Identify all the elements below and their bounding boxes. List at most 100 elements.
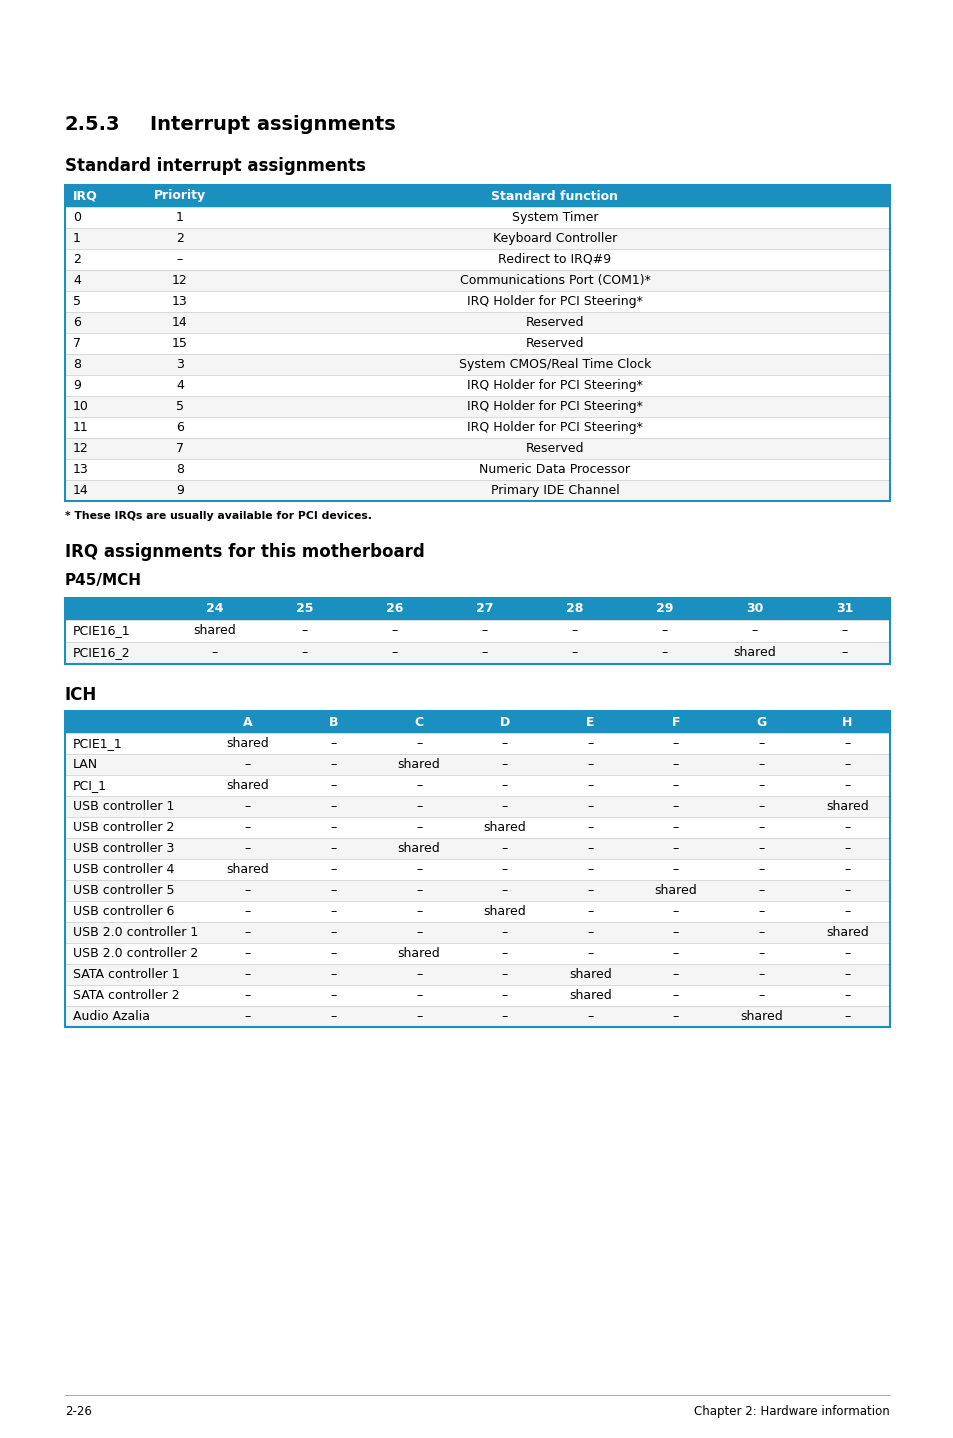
Text: –: – — [571, 624, 578, 637]
Text: SATA controller 1: SATA controller 1 — [73, 968, 179, 981]
Text: –: – — [301, 647, 308, 660]
Text: –: – — [758, 884, 764, 897]
Text: 9: 9 — [73, 380, 81, 393]
Text: 1: 1 — [73, 232, 81, 244]
Bar — [65, 290, 889, 312]
Text: 4: 4 — [73, 275, 81, 288]
Text: –: – — [392, 624, 397, 637]
Text: –: – — [841, 624, 847, 637]
Text: –: – — [244, 800, 251, 812]
Text: USB controller 6: USB controller 6 — [73, 905, 174, 917]
Text: System Timer: System Timer — [511, 211, 598, 224]
Text: 2: 2 — [73, 253, 81, 266]
Text: –: – — [416, 884, 422, 897]
Text: –: – — [672, 800, 679, 812]
Bar — [65, 880, 889, 902]
Text: –: – — [212, 647, 218, 660]
Text: –: – — [843, 948, 849, 961]
Text: –: – — [416, 968, 422, 981]
Text: –: – — [672, 948, 679, 961]
Text: 29: 29 — [656, 603, 673, 615]
Text: –: – — [481, 647, 488, 660]
Bar — [65, 641, 889, 664]
Text: 28: 28 — [566, 603, 583, 615]
Text: –: – — [672, 905, 679, 917]
Text: –: – — [330, 948, 336, 961]
Text: –: – — [672, 758, 679, 771]
Text: shared: shared — [568, 968, 611, 981]
Text: shared: shared — [740, 1009, 782, 1022]
Text: 1: 1 — [176, 211, 184, 224]
Bar — [65, 417, 889, 439]
Text: –: – — [501, 800, 507, 812]
Bar — [65, 186, 889, 500]
Text: –: – — [672, 968, 679, 981]
Bar — [65, 943, 889, 963]
Text: –: – — [244, 821, 251, 834]
Bar — [65, 598, 889, 664]
Text: –: – — [587, 821, 593, 834]
Text: –: – — [841, 647, 847, 660]
Text: USB controller 2: USB controller 2 — [73, 821, 174, 834]
Text: System CMOS/Real Time Clock: System CMOS/Real Time Clock — [458, 358, 651, 371]
Bar — [65, 710, 889, 733]
Text: PCIE1_1: PCIE1_1 — [73, 738, 123, 751]
Text: PCI_1: PCI_1 — [73, 779, 107, 792]
Text: –: – — [330, 800, 336, 812]
Bar — [65, 775, 889, 797]
Text: 3: 3 — [176, 358, 184, 371]
Text: F: F — [671, 716, 679, 729]
Bar — [65, 207, 889, 229]
Text: –: – — [330, 843, 336, 856]
Text: 30: 30 — [745, 603, 763, 615]
Text: 14: 14 — [73, 485, 89, 498]
Text: –: – — [843, 758, 849, 771]
Text: –: – — [416, 821, 422, 834]
Text: 26: 26 — [386, 603, 403, 615]
Text: 9: 9 — [176, 485, 184, 498]
Bar — [65, 249, 889, 270]
Text: –: – — [672, 821, 679, 834]
Text: 6: 6 — [73, 316, 81, 329]
Text: –: – — [501, 948, 507, 961]
Bar — [65, 598, 889, 620]
Text: shared: shared — [825, 926, 867, 939]
Text: –: – — [758, 758, 764, 771]
Bar — [65, 312, 889, 334]
Text: 25: 25 — [296, 603, 314, 615]
Text: 5: 5 — [73, 295, 81, 308]
Text: –: – — [843, 884, 849, 897]
Text: –: – — [587, 779, 593, 792]
Text: 15: 15 — [172, 336, 188, 349]
Bar — [65, 395, 889, 417]
Text: Standard interrupt assignments: Standard interrupt assignments — [65, 157, 366, 175]
Bar — [65, 270, 889, 290]
Text: shared: shared — [654, 884, 697, 897]
Text: Reserved: Reserved — [525, 336, 583, 349]
Text: –: – — [661, 647, 667, 660]
Text: 2.5.3: 2.5.3 — [65, 115, 120, 134]
Text: –: – — [672, 863, 679, 876]
Bar — [65, 733, 889, 754]
Text: –: – — [758, 905, 764, 917]
Text: –: – — [758, 779, 764, 792]
Bar — [65, 480, 889, 500]
Text: D: D — [499, 716, 509, 729]
Text: –: – — [330, 926, 336, 939]
Text: –: – — [672, 779, 679, 792]
Text: –: – — [501, 926, 507, 939]
Text: –: – — [330, 905, 336, 917]
Text: ICH: ICH — [65, 686, 97, 705]
Text: P45/MCH: P45/MCH — [65, 572, 142, 588]
Text: Priority: Priority — [153, 190, 206, 203]
Text: –: – — [587, 1009, 593, 1022]
Text: –: – — [587, 800, 593, 812]
Text: shared: shared — [397, 843, 440, 856]
Text: –: – — [244, 926, 251, 939]
Text: –: – — [758, 989, 764, 1002]
Text: shared: shared — [226, 863, 269, 876]
Text: –: – — [416, 863, 422, 876]
Text: –: – — [244, 884, 251, 897]
Text: USB controller 3: USB controller 3 — [73, 843, 174, 856]
Text: USB controller 1: USB controller 1 — [73, 800, 174, 812]
